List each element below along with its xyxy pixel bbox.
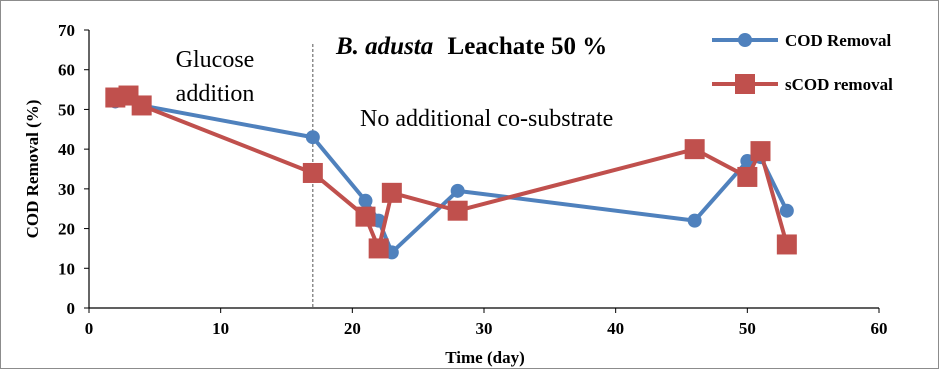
legend-label: COD Removal xyxy=(785,31,892,50)
data-point xyxy=(447,200,468,221)
x-tick-label: 50 xyxy=(739,319,756,338)
x-tick-label: 0 xyxy=(85,319,94,338)
x-tick-label: 10 xyxy=(212,319,229,338)
y-tick-label: 60 xyxy=(58,61,75,80)
y-tick-label: 10 xyxy=(58,259,75,278)
x-tick-label: 40 xyxy=(607,319,624,338)
data-point xyxy=(358,193,373,208)
series-1 xyxy=(105,85,797,259)
y-tick-label: 70 xyxy=(58,21,75,40)
chart-title-rest: Leachate 50 % xyxy=(448,33,608,60)
series-layer xyxy=(105,85,797,260)
y-tick-label: 20 xyxy=(58,220,75,239)
y-tick-label: 30 xyxy=(58,180,75,199)
x-tick-label: 20 xyxy=(344,319,361,338)
legend-label: sCOD removal xyxy=(785,75,893,94)
data-point xyxy=(368,238,389,259)
data-point xyxy=(302,162,323,183)
y-axis-label: COD Removal (%) xyxy=(23,100,42,239)
data-point xyxy=(450,183,465,198)
data-point xyxy=(737,166,758,187)
data-point xyxy=(131,95,152,116)
x-tick-label: 60 xyxy=(871,319,888,338)
legend-item: COD Removal xyxy=(712,31,892,50)
data-point xyxy=(355,206,376,227)
legend-swatch-marker xyxy=(738,33,752,47)
legend: COD Removal sCOD removal xyxy=(712,31,893,94)
data-point xyxy=(779,203,794,218)
ticks: 0 10 20 30 40 50 60 0 10 20 30 40 50 60 70 xyxy=(58,21,888,338)
chart-title-italic: B. adusta xyxy=(335,33,433,60)
data-point xyxy=(305,130,320,145)
data-point xyxy=(750,141,771,162)
annotation-glucose-line1: Glucose xyxy=(176,47,255,73)
data-point xyxy=(684,139,705,160)
y-tick-label: 0 xyxy=(67,299,76,318)
y-tick-label: 40 xyxy=(58,140,75,159)
annotation-no-cosubstrate: No additional co-substrate xyxy=(360,106,613,132)
data-point xyxy=(381,182,402,203)
x-axis-label: Time (day) xyxy=(445,348,525,367)
y-tick-label: 50 xyxy=(58,100,75,119)
legend-item: sCOD removal xyxy=(712,74,893,94)
legend-swatch-marker xyxy=(735,74,755,94)
data-point xyxy=(776,234,797,255)
data-point xyxy=(687,213,702,228)
x-tick-label: 30 xyxy=(476,319,493,338)
chart-title: B. adusta Leachate 50 % xyxy=(335,33,607,60)
annotation-glucose-line2: addition xyxy=(176,81,255,107)
